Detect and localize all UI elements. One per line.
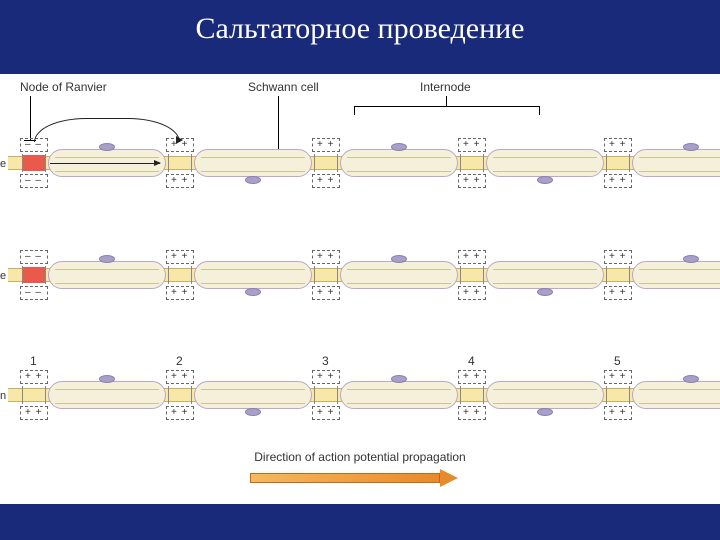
charge-out-top: + + (463, 139, 480, 150)
nucleus-icon (537, 408, 553, 416)
edge-letter-1: e (0, 270, 6, 282)
nucleus-icon (99, 143, 115, 151)
bracket-internode (354, 106, 540, 107)
node-0 (22, 266, 46, 284)
schwann-cell-0 (48, 261, 166, 289)
schwann-cell-2 (340, 261, 458, 289)
charge-out-bottom: + + (171, 175, 188, 186)
charge-out-bottom: + + (463, 175, 480, 186)
edge-letter-0: e (0, 158, 6, 170)
node-3 (460, 154, 484, 172)
node-number-2: 3 (322, 354, 329, 368)
edge-letter-2: n (0, 390, 6, 402)
schwann-cell-2 (340, 381, 458, 409)
charge-out-bottom: – – (25, 287, 42, 298)
schwann-cell-3 (486, 261, 604, 289)
charge-out-top: + + (609, 139, 626, 150)
nucleus-icon (391, 375, 407, 383)
nucleus-icon (245, 176, 261, 184)
charge-out-bottom: + + (609, 287, 626, 298)
node-2 (314, 154, 338, 172)
nucleus-icon (537, 288, 553, 296)
node-1 (168, 266, 192, 284)
nucleus-icon (99, 375, 115, 383)
node-number-1: 2 (176, 354, 183, 368)
schwann-cell-0 (48, 381, 166, 409)
schwann-cell-4 (632, 261, 720, 289)
charge-out-top: + + (25, 371, 42, 382)
charge-out-top: + + (317, 251, 334, 262)
charge-out-top: + + (317, 139, 334, 150)
node-number-0: 1 (30, 354, 37, 368)
charge-out-top: + + (609, 371, 626, 382)
charge-out-top: + + (609, 251, 626, 262)
node-4 (606, 386, 630, 404)
nucleus-icon (245, 288, 261, 296)
node-4 (606, 266, 630, 284)
charge-out-top: + + (317, 371, 334, 382)
label-internode: Internode (420, 80, 471, 94)
node-4 (606, 154, 630, 172)
charge-out-top: – – (25, 251, 42, 262)
charge-out-bottom: + + (317, 175, 334, 186)
node-0 (22, 386, 46, 404)
schwann-cell-1 (194, 149, 312, 177)
schwann-cell-1 (194, 381, 312, 409)
node-3 (460, 266, 484, 284)
charge-out-bottom: + + (171, 287, 188, 298)
charge-out-bottom: + + (317, 407, 334, 418)
node-1 (168, 154, 192, 172)
pointer-internode-stem (446, 96, 447, 106)
charge-out-top: + + (171, 371, 188, 382)
label-schwann-cell: Schwann cell (248, 80, 319, 94)
node-2 (314, 266, 338, 284)
diagram-panel: Node of Ranvier Schwann cell Internode e… (0, 74, 720, 504)
direction-arrow (250, 469, 460, 487)
label-node-of-ranvier: Node of Ranvier (20, 80, 107, 94)
charge-out-bottom: + + (171, 407, 188, 418)
nucleus-icon (683, 255, 699, 263)
schwann-cell-2 (340, 149, 458, 177)
node-3 (460, 386, 484, 404)
schwann-cell-3 (486, 149, 604, 177)
nucleus-icon (391, 143, 407, 151)
charge-out-bottom: + + (463, 407, 480, 418)
charge-out-top: + + (463, 371, 480, 382)
charge-out-top: + + (463, 251, 480, 262)
nucleus-icon (99, 255, 115, 263)
node-0 (22, 154, 46, 172)
schwann-cell-4 (632, 381, 720, 409)
node-1 (168, 386, 192, 404)
schwann-cell-1 (194, 261, 312, 289)
axon-row-2: + ++ +– –1+ ++ +– –2+ ++ +– –3+ ++ +– –4… (8, 364, 712, 424)
nucleus-icon (245, 408, 261, 416)
caption-direction: Direction of action potential propagatio… (0, 450, 720, 464)
nucleus-icon (683, 143, 699, 151)
charge-out-top: + + (171, 251, 188, 262)
node-number-4: 5 (614, 354, 621, 368)
axon-row-1: – –– –+ ++ ++ +– –+ ++ +– –+ ++ +– –+ ++… (8, 244, 712, 304)
page-title: Сальтаторное проведение (0, 0, 720, 54)
charge-out-bottom: – – (25, 175, 42, 186)
axon-row-0: – –– –+ ++ ++ +– –+ ++ +– –+ ++ +– –+ ++… (8, 132, 712, 192)
charge-out-bottom: + + (25, 407, 42, 418)
charge-out-bottom: + + (609, 407, 626, 418)
node-2 (314, 386, 338, 404)
charge-out-bottom: + + (317, 287, 334, 298)
nucleus-icon (391, 255, 407, 263)
charge-out-bottom: + + (609, 175, 626, 186)
charge-out-bottom: + + (463, 287, 480, 298)
node-number-3: 4 (468, 354, 475, 368)
nucleus-icon (537, 176, 553, 184)
schwann-cell-4 (632, 149, 720, 177)
nucleus-icon (683, 375, 699, 383)
hop-arc (34, 118, 180, 142)
internal-current-arrow (50, 163, 160, 164)
schwann-cell-3 (486, 381, 604, 409)
